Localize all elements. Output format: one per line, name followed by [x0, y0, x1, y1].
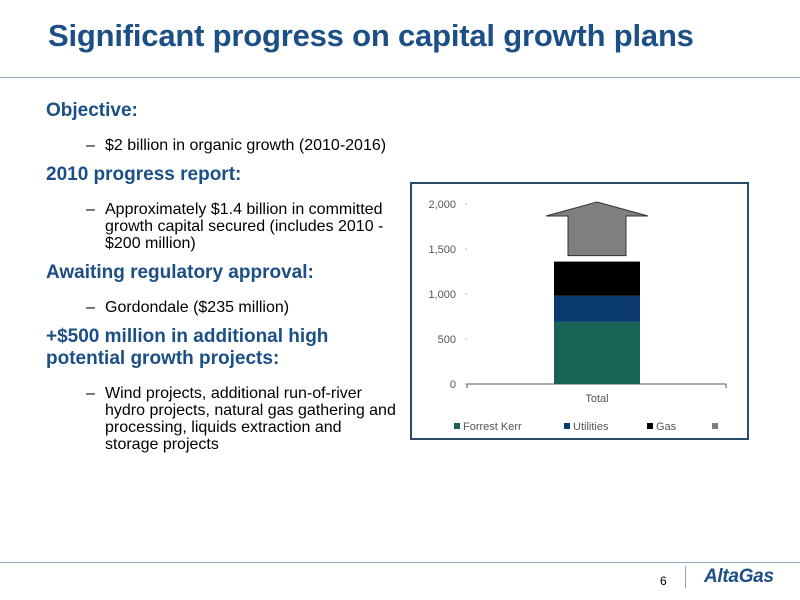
section-heading-additional: +$500 million in additional high potenti… — [46, 326, 329, 369]
page-number: 6 — [660, 574, 667, 588]
y-tick-label: 1,500 — [428, 244, 456, 256]
y-tick-label: 1,000 — [428, 289, 456, 301]
bullet-text: Wind projects, additional run-of-river h… — [105, 385, 396, 453]
legend-label: Utilities — [573, 421, 609, 433]
bar-segment-arrow — [545, 201, 649, 257]
bullet-progress: – Approximately $1.4 billion in committed… — [46, 201, 396, 252]
content-area: Objective: – $2 billion in organic growth… — [46, 100, 396, 453]
bullet-text: Approximately $1.4 billion in committed … — [105, 201, 384, 252]
bullet-dash: – — [86, 201, 95, 218]
bullet-text: Gordondale ($235 million) — [105, 299, 290, 316]
bullet-text: $2 billion in organic growth (2010-2016) — [105, 137, 387, 154]
stacked-bar-chart: 0 500 1,000 1,500 2,000 Total Forrest Kerr Util… — [428, 199, 727, 433]
bar-segment — [554, 261, 640, 296]
altagas-logo: AltaGas — [704, 566, 774, 587]
section-heading-progress: 2010 progress report: — [46, 164, 242, 185]
title-divider — [0, 77, 800, 78]
legend-swatch — [647, 423, 653, 429]
legend-label: Forrest Kerr — [463, 421, 522, 433]
footer-vertical-divider — [685, 566, 686, 588]
bullet-dash: – — [86, 385, 95, 402]
y-tick-label: 500 — [438, 334, 456, 346]
bar-segment — [554, 295, 640, 322]
bullet-dash: – — [86, 299, 95, 316]
y-tick-label: 2,000 — [428, 199, 456, 211]
y-tick-label: 0 — [450, 379, 456, 391]
legend-swatch — [564, 423, 570, 429]
legend-swatch — [454, 423, 460, 429]
legend-swatch — [712, 423, 718, 429]
x-category-label: Total — [585, 393, 608, 405]
slide-title: Significant progress on capital growth p… — [48, 18, 694, 53]
bullet-objective: – $2 billion in organic growth (2010-2016… — [46, 137, 396, 154]
section-heading-objective: Objective: — [46, 100, 138, 121]
legend-label: Gas — [656, 421, 677, 433]
section-heading-regulatory: Awaiting regulatory approval: — [46, 262, 314, 283]
footer-divider — [0, 562, 800, 563]
bar-segment — [554, 321, 640, 384]
bullet-regulatory: – Gordondale ($235 million) — [46, 299, 396, 316]
bullet-dash: – — [86, 137, 95, 154]
bullet-additional: – Wind projects, additional run-of-river … — [46, 385, 396, 453]
chart-frame: 0 500 1,000 1,500 2,000 Total Forrest Kerr Util… — [410, 182, 749, 440]
